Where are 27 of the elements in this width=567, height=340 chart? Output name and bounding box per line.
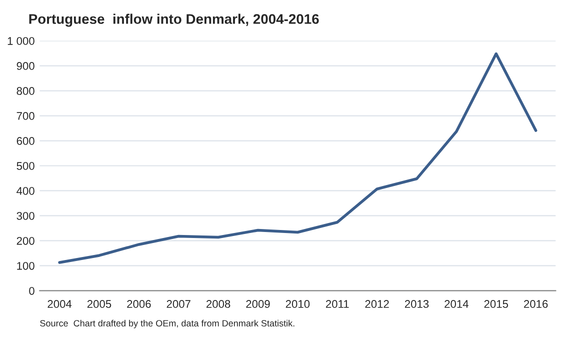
- line-series: [58, 52, 538, 264]
- y-tick-label: 400: [16, 187, 34, 195]
- y-tick-label: 500: [16, 162, 34, 170]
- source-note: Source Chart drafted by the OEm, data from Denmark Statistik.: [40, 320, 294, 328]
- x-tick-label: 2011: [326, 300, 349, 308]
- x-tick-label: 2010: [286, 300, 310, 308]
- y-tick-label: 600: [16, 137, 34, 145]
- x-tick-label: 2004: [48, 300, 72, 308]
- y-tick-label: 700: [16, 112, 34, 120]
- y-tick-label: 200: [16, 236, 34, 245]
- x-tick-label: 2016: [524, 300, 548, 308]
- y-tick-label: 0: [29, 286, 34, 295]
- x-tick-label: 2008: [206, 300, 230, 308]
- y-tick-label: 800: [16, 87, 34, 95]
- chart-title: Portuguese inflow into Denmark, 2004-2016: [29, 14, 319, 27]
- x-tick-label: 2006: [127, 300, 151, 308]
- x-tick-label: 2013: [404, 300, 429, 308]
- x-tick-label: 2015: [484, 300, 508, 308]
- x-tick-label: 2014: [444, 300, 468, 308]
- y-tick-label: 900: [16, 62, 34, 70]
- x-tick-label: 2012: [365, 300, 389, 308]
- y-tick-label: 1 000: [8, 37, 34, 45]
- x-tick-label: 2005: [87, 300, 112, 308]
- y-tick-label: 300: [16, 212, 34, 220]
- x-tick-label: 2007: [166, 300, 190, 308]
- y-tick-label: 100: [17, 262, 34, 270]
- x-tick-label: 2009: [246, 300, 270, 308]
